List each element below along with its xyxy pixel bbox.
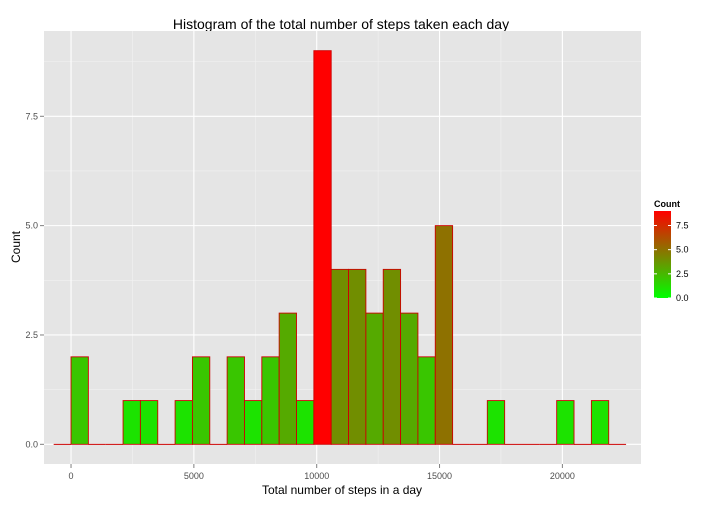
histogram-bar — [226, 356, 245, 445]
x-axis-label: Total number of steps in a day — [262, 483, 422, 497]
histogram-bar — [174, 400, 193, 445]
histogram-bar — [434, 225, 454, 445]
legend-tick-label: 7.5 — [676, 221, 689, 231]
x-tick-label: 10000 — [304, 471, 329, 481]
legend-ticks: 0.0 2.5 5.0 7.5 — [654, 221, 689, 303]
color-legend: Count 0.0 2.5 5.0 7.5 — [654, 199, 689, 303]
histogram-bar — [261, 356, 280, 445]
histogram-bar — [417, 356, 436, 445]
chart-title: Histogram of the total number of steps t… — [173, 16, 509, 32]
y-axis: 0.0 2.5 5.0 7.5 — [25, 111, 44, 449]
legend-title: Count — [654, 199, 680, 209]
y-tick-label: 2.5 — [25, 330, 38, 340]
y-axis-label: Count — [9, 230, 23, 263]
histogram-bar — [70, 356, 89, 445]
legend-tick-label: 5.0 — [676, 245, 689, 255]
histogram-bar — [191, 356, 211, 445]
histogram-bar — [139, 400, 159, 445]
y-tick-label: 0.0 — [25, 439, 38, 449]
histogram-bar — [348, 268, 367, 445]
histogram-bar — [486, 400, 506, 445]
histogram-bar — [556, 400, 575, 445]
x-tick-label: 15000 — [427, 471, 452, 481]
legend-tick-label: 2.5 — [676, 269, 689, 279]
y-tick-label: 5.0 — [25, 221, 38, 231]
histogram-bar — [330, 268, 349, 445]
x-axis: 0 5000 10000 15000 20000 — [69, 464, 575, 481]
histogram-bar — [296, 400, 315, 445]
histogram-bar — [244, 400, 263, 445]
histogram-bar — [365, 312, 384, 445]
histogram-bar — [382, 268, 402, 445]
legend-colorbar — [654, 211, 671, 298]
histogram-bar — [313, 50, 332, 445]
y-tick-label: 7.5 — [25, 111, 38, 121]
histogram-bar — [278, 312, 297, 445]
histogram-bar — [590, 400, 610, 445]
histogram-bar — [400, 312, 419, 445]
x-tick-label: 5000 — [184, 471, 204, 481]
x-tick-label: 20000 — [550, 471, 575, 481]
histogram-bar — [122, 400, 141, 445]
x-tick-label: 0 — [69, 471, 74, 481]
histogram-bars — [53, 50, 627, 445]
legend-tick-label: 0.0 — [676, 293, 689, 303]
